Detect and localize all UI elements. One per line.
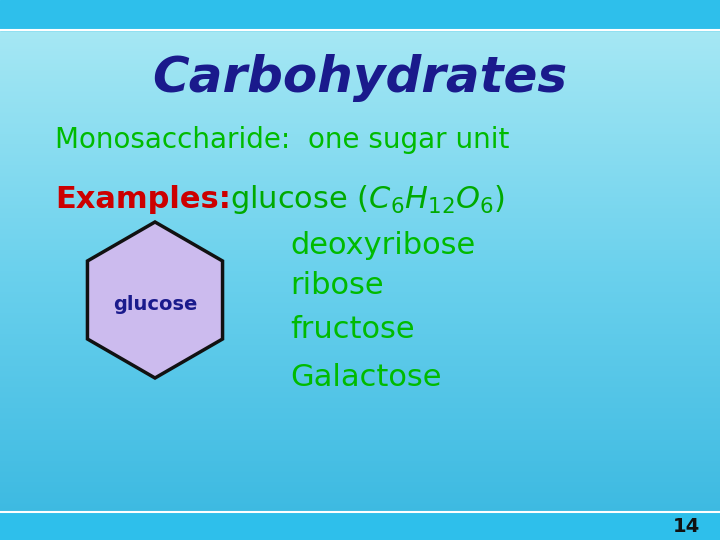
Text: glucose ($C_6H_{12}O_6$): glucose ($C_6H_{12}O_6$) <box>230 184 505 217</box>
Text: Galactose: Galactose <box>290 363 441 393</box>
Text: glucose: glucose <box>113 295 197 314</box>
Polygon shape <box>87 222 222 378</box>
Text: deoxyribose: deoxyribose <box>290 231 475 260</box>
Text: ribose: ribose <box>290 271 384 300</box>
Text: 14: 14 <box>672 516 700 536</box>
Text: Monosaccharide:  one sugar unit: Monosaccharide: one sugar unit <box>55 126 509 154</box>
Bar <box>0 512 720 540</box>
Bar <box>0 0 720 30</box>
Text: Examples:: Examples: <box>55 186 231 214</box>
Text: Carbohydrates: Carbohydrates <box>153 54 567 102</box>
Text: fructose: fructose <box>290 315 415 345</box>
